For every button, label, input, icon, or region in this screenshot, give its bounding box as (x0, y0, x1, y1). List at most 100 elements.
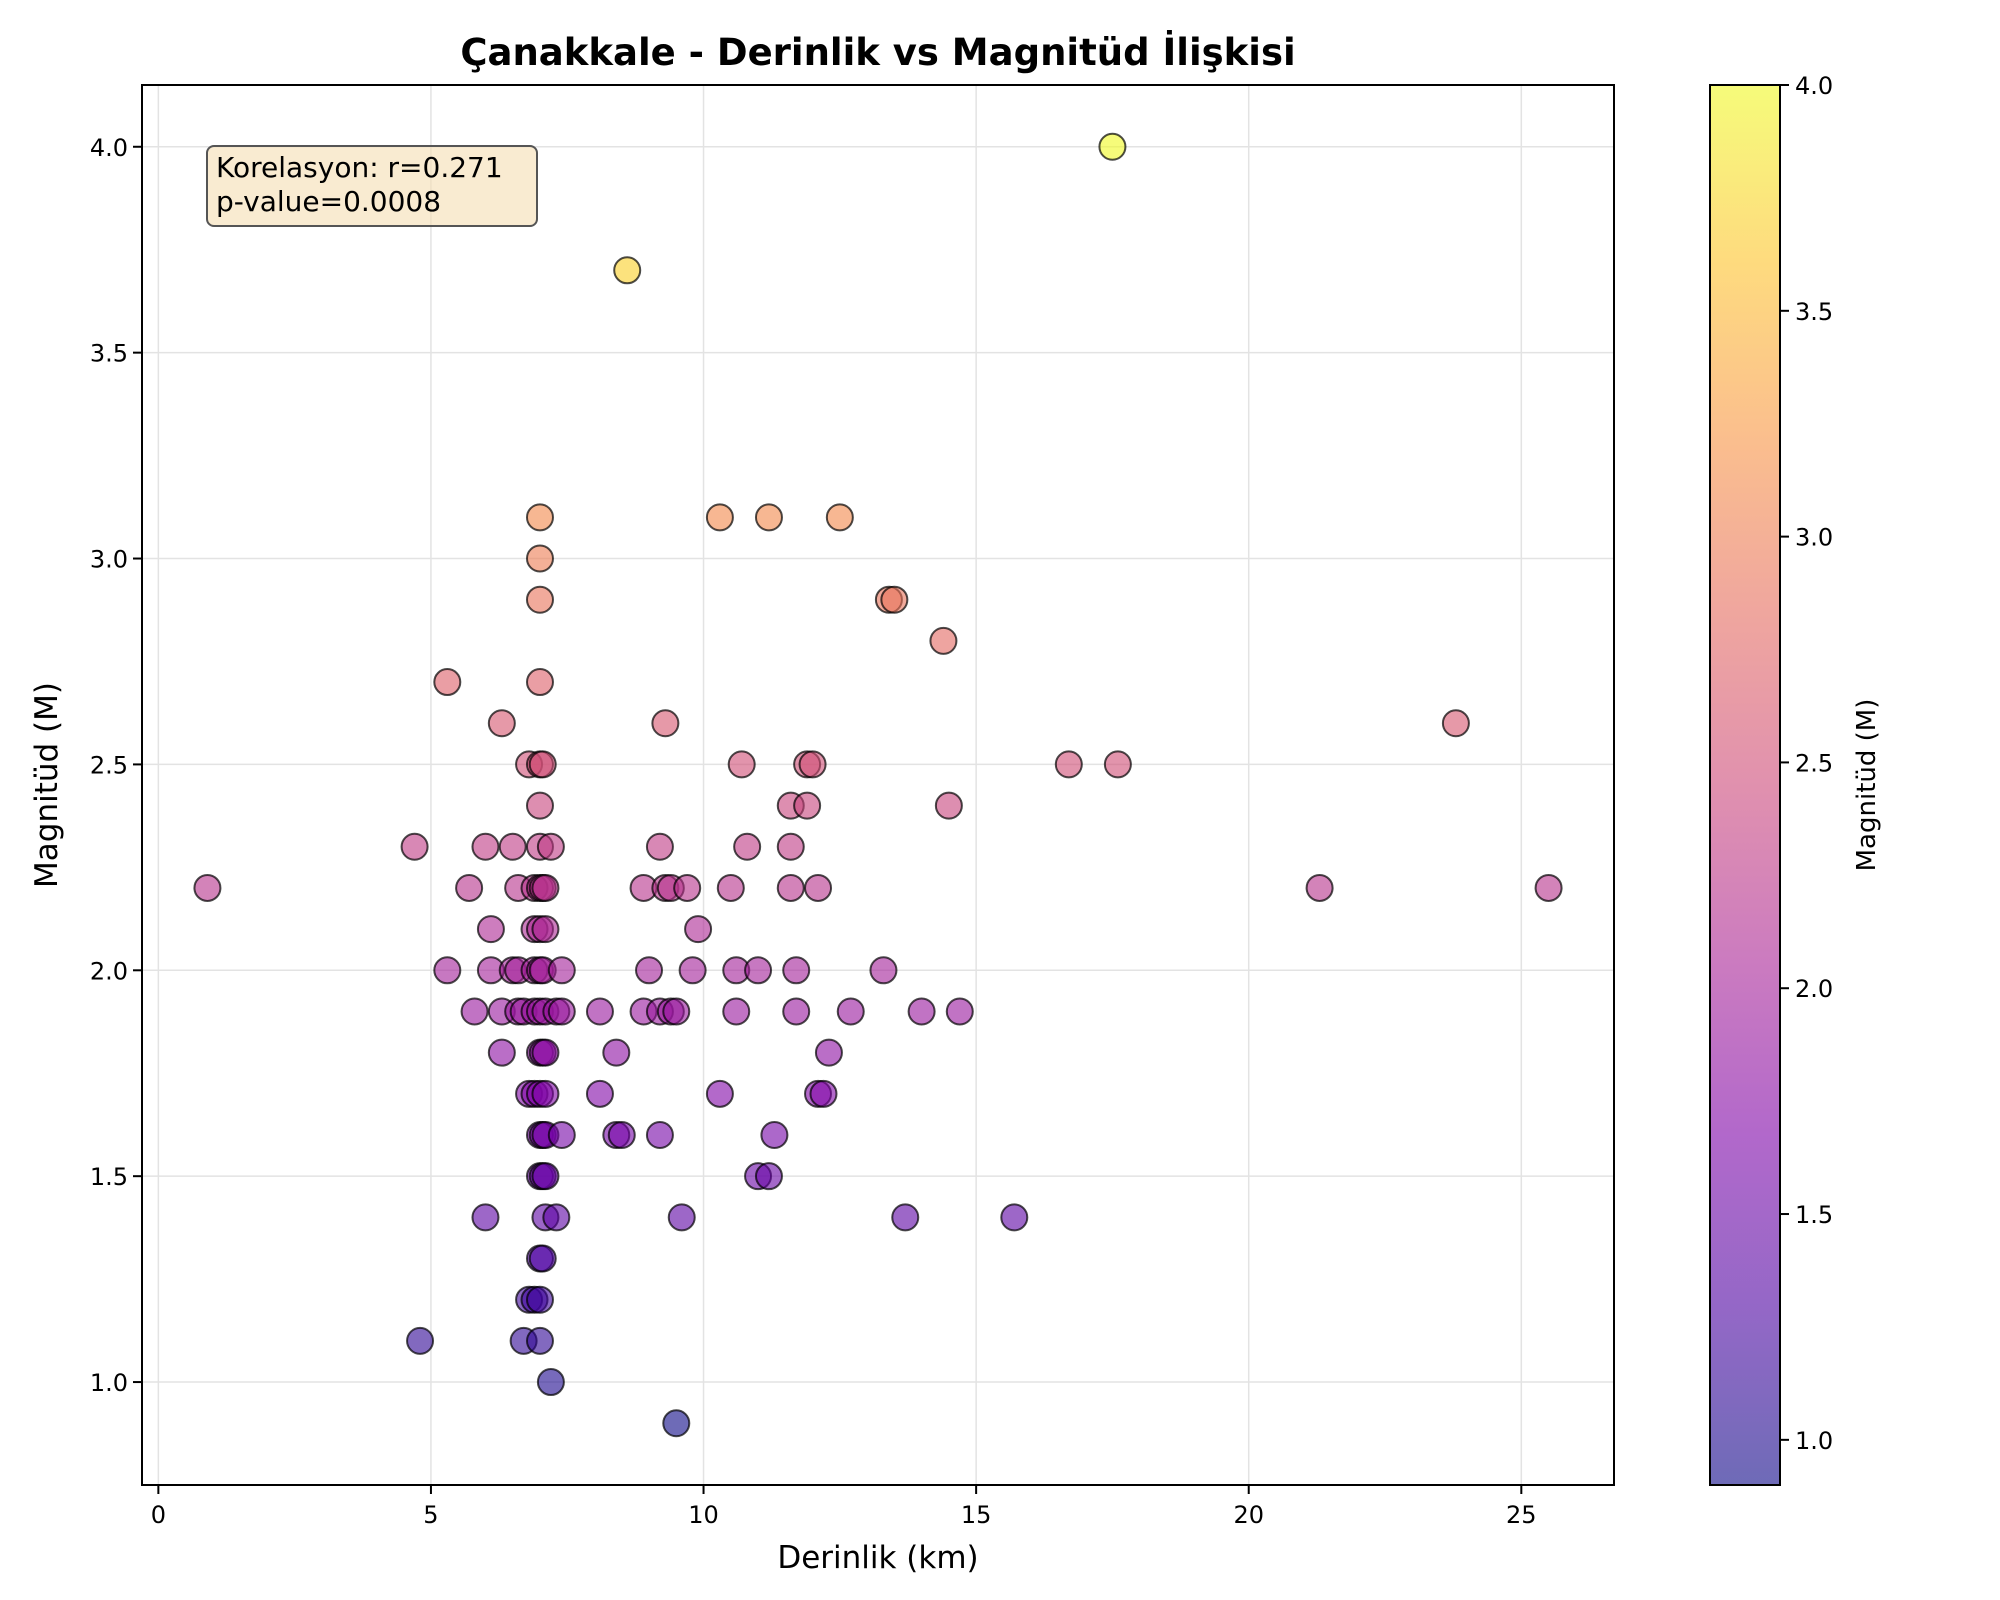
colorbar: 1.0 1.5 2.0 2.5 3.0 3.5 4.0 Magnitüd (M) (1709, 72, 1882, 1486)
data-point (1000, 1203, 1029, 1232)
data-point (651, 709, 680, 738)
y-tick-label: 3.5 (90, 340, 128, 368)
data-point (547, 1121, 576, 1149)
data-point (613, 256, 642, 285)
data-point (525, 668, 554, 697)
data-point (754, 1162, 783, 1191)
y-axis-ticks: 1.0 1.5 2.0 2.5 3.0 3.5 4.0 (90, 134, 142, 1397)
data-point (531, 1162, 560, 1191)
data-point (635, 956, 664, 985)
data-point (744, 956, 773, 985)
data-point (487, 709, 516, 738)
annotation-box (206, 145, 538, 227)
correlation-annotation: Korelasyon: r=0.271 p-value=0.0008 (206, 145, 538, 227)
y-tick-label: 3.0 (90, 546, 128, 574)
data-point (673, 873, 702, 902)
data-point (1305, 873, 1334, 902)
data-point (776, 832, 805, 861)
scatter-points (193, 132, 1563, 1438)
data-point (705, 1079, 734, 1108)
colorbar-tick-label: 4.0 (1795, 72, 1833, 100)
data-point (531, 915, 560, 944)
data-point (645, 832, 674, 861)
x-axis-label: Derinlik (km) (777, 1540, 978, 1576)
data-point (531, 873, 560, 902)
data-point (525, 791, 554, 820)
data-point (536, 832, 565, 861)
data-point (585, 997, 614, 1026)
data-point (727, 750, 756, 779)
data-point (733, 832, 762, 861)
chart-title: Çanakkale - Derinlik vs Magnitüd İlişkis… (460, 30, 1295, 74)
data-point (531, 1038, 560, 1067)
grid-lines (142, 85, 1614, 1485)
data-point (542, 1203, 571, 1232)
data-point (945, 997, 974, 1026)
data-point (460, 997, 489, 1026)
y-tick-label: 4.0 (90, 134, 128, 162)
data-point (929, 626, 958, 655)
data-point (798, 750, 827, 779)
data-point (825, 503, 854, 532)
data-point (1534, 873, 1563, 902)
data-point (547, 997, 576, 1026)
data-point (869, 956, 898, 985)
x-tick-label: 5 (423, 1501, 438, 1529)
data-point (804, 873, 833, 902)
data-point (1103, 750, 1132, 779)
y-tick-label: 2.5 (90, 751, 128, 779)
data-point (602, 1038, 631, 1067)
colorbar-tick-label: 2.5 (1795, 749, 1833, 777)
data-point (716, 873, 745, 902)
data-point (1441, 709, 1470, 738)
data-point (760, 1121, 789, 1149)
y-tick-label: 1.0 (90, 1369, 128, 1397)
data-point (525, 585, 554, 614)
data-point (525, 503, 554, 532)
data-point (880, 585, 909, 614)
colorbar-tick-label: 1.0 (1795, 1427, 1833, 1455)
colorbar-label: Magnitüd (M) (1852, 699, 1882, 872)
data-point (528, 750, 557, 779)
data-point (193, 873, 222, 902)
y-tick-label: 2.0 (90, 957, 128, 985)
data-point (498, 832, 527, 861)
colorbar-tick-label: 2.0 (1795, 975, 1833, 1003)
data-point (793, 791, 822, 820)
data-point (776, 873, 805, 902)
data-point (934, 791, 963, 820)
x-tick-label: 15 (961, 1501, 992, 1529)
data-point (1098, 132, 1127, 161)
data-point (607, 1121, 636, 1149)
data-point (531, 1079, 560, 1108)
colorbar-tick-label: 3.0 (1795, 524, 1833, 552)
data-point (536, 1368, 565, 1397)
data-point (684, 915, 713, 944)
y-tick-label: 1.5 (90, 1163, 128, 1191)
data-point (585, 1079, 614, 1108)
x-tick-label: 20 (1233, 1501, 1264, 1529)
annotation-line-2: p-value=0.0008 (216, 185, 441, 218)
data-point (471, 832, 500, 861)
data-point (667, 1203, 696, 1232)
data-point (662, 1409, 691, 1438)
x-axis-ticks: 0 5 10 15 20 25 (151, 1485, 1537, 1529)
colorbar-tick-label: 3.5 (1795, 298, 1833, 326)
data-point (814, 1038, 843, 1067)
x-tick-label: 10 (688, 1501, 719, 1529)
data-point (487, 1038, 516, 1067)
data-point (662, 997, 691, 1026)
data-point (645, 1121, 674, 1149)
x-tick-label: 0 (151, 1501, 166, 1529)
data-point (406, 1326, 435, 1355)
data-point (907, 997, 936, 1026)
data-point (455, 873, 484, 902)
annotation-line-1: Korelasyon: r=0.271 (216, 151, 503, 184)
plot-frame (141, 84, 1615, 1486)
data-point (678, 956, 707, 985)
colorbar-ticks: 1.0 1.5 2.0 2.5 3.0 3.5 4.0 (1780, 72, 1833, 1455)
data-point (782, 997, 811, 1026)
data-point (722, 997, 751, 1026)
data-point (476, 915, 505, 944)
